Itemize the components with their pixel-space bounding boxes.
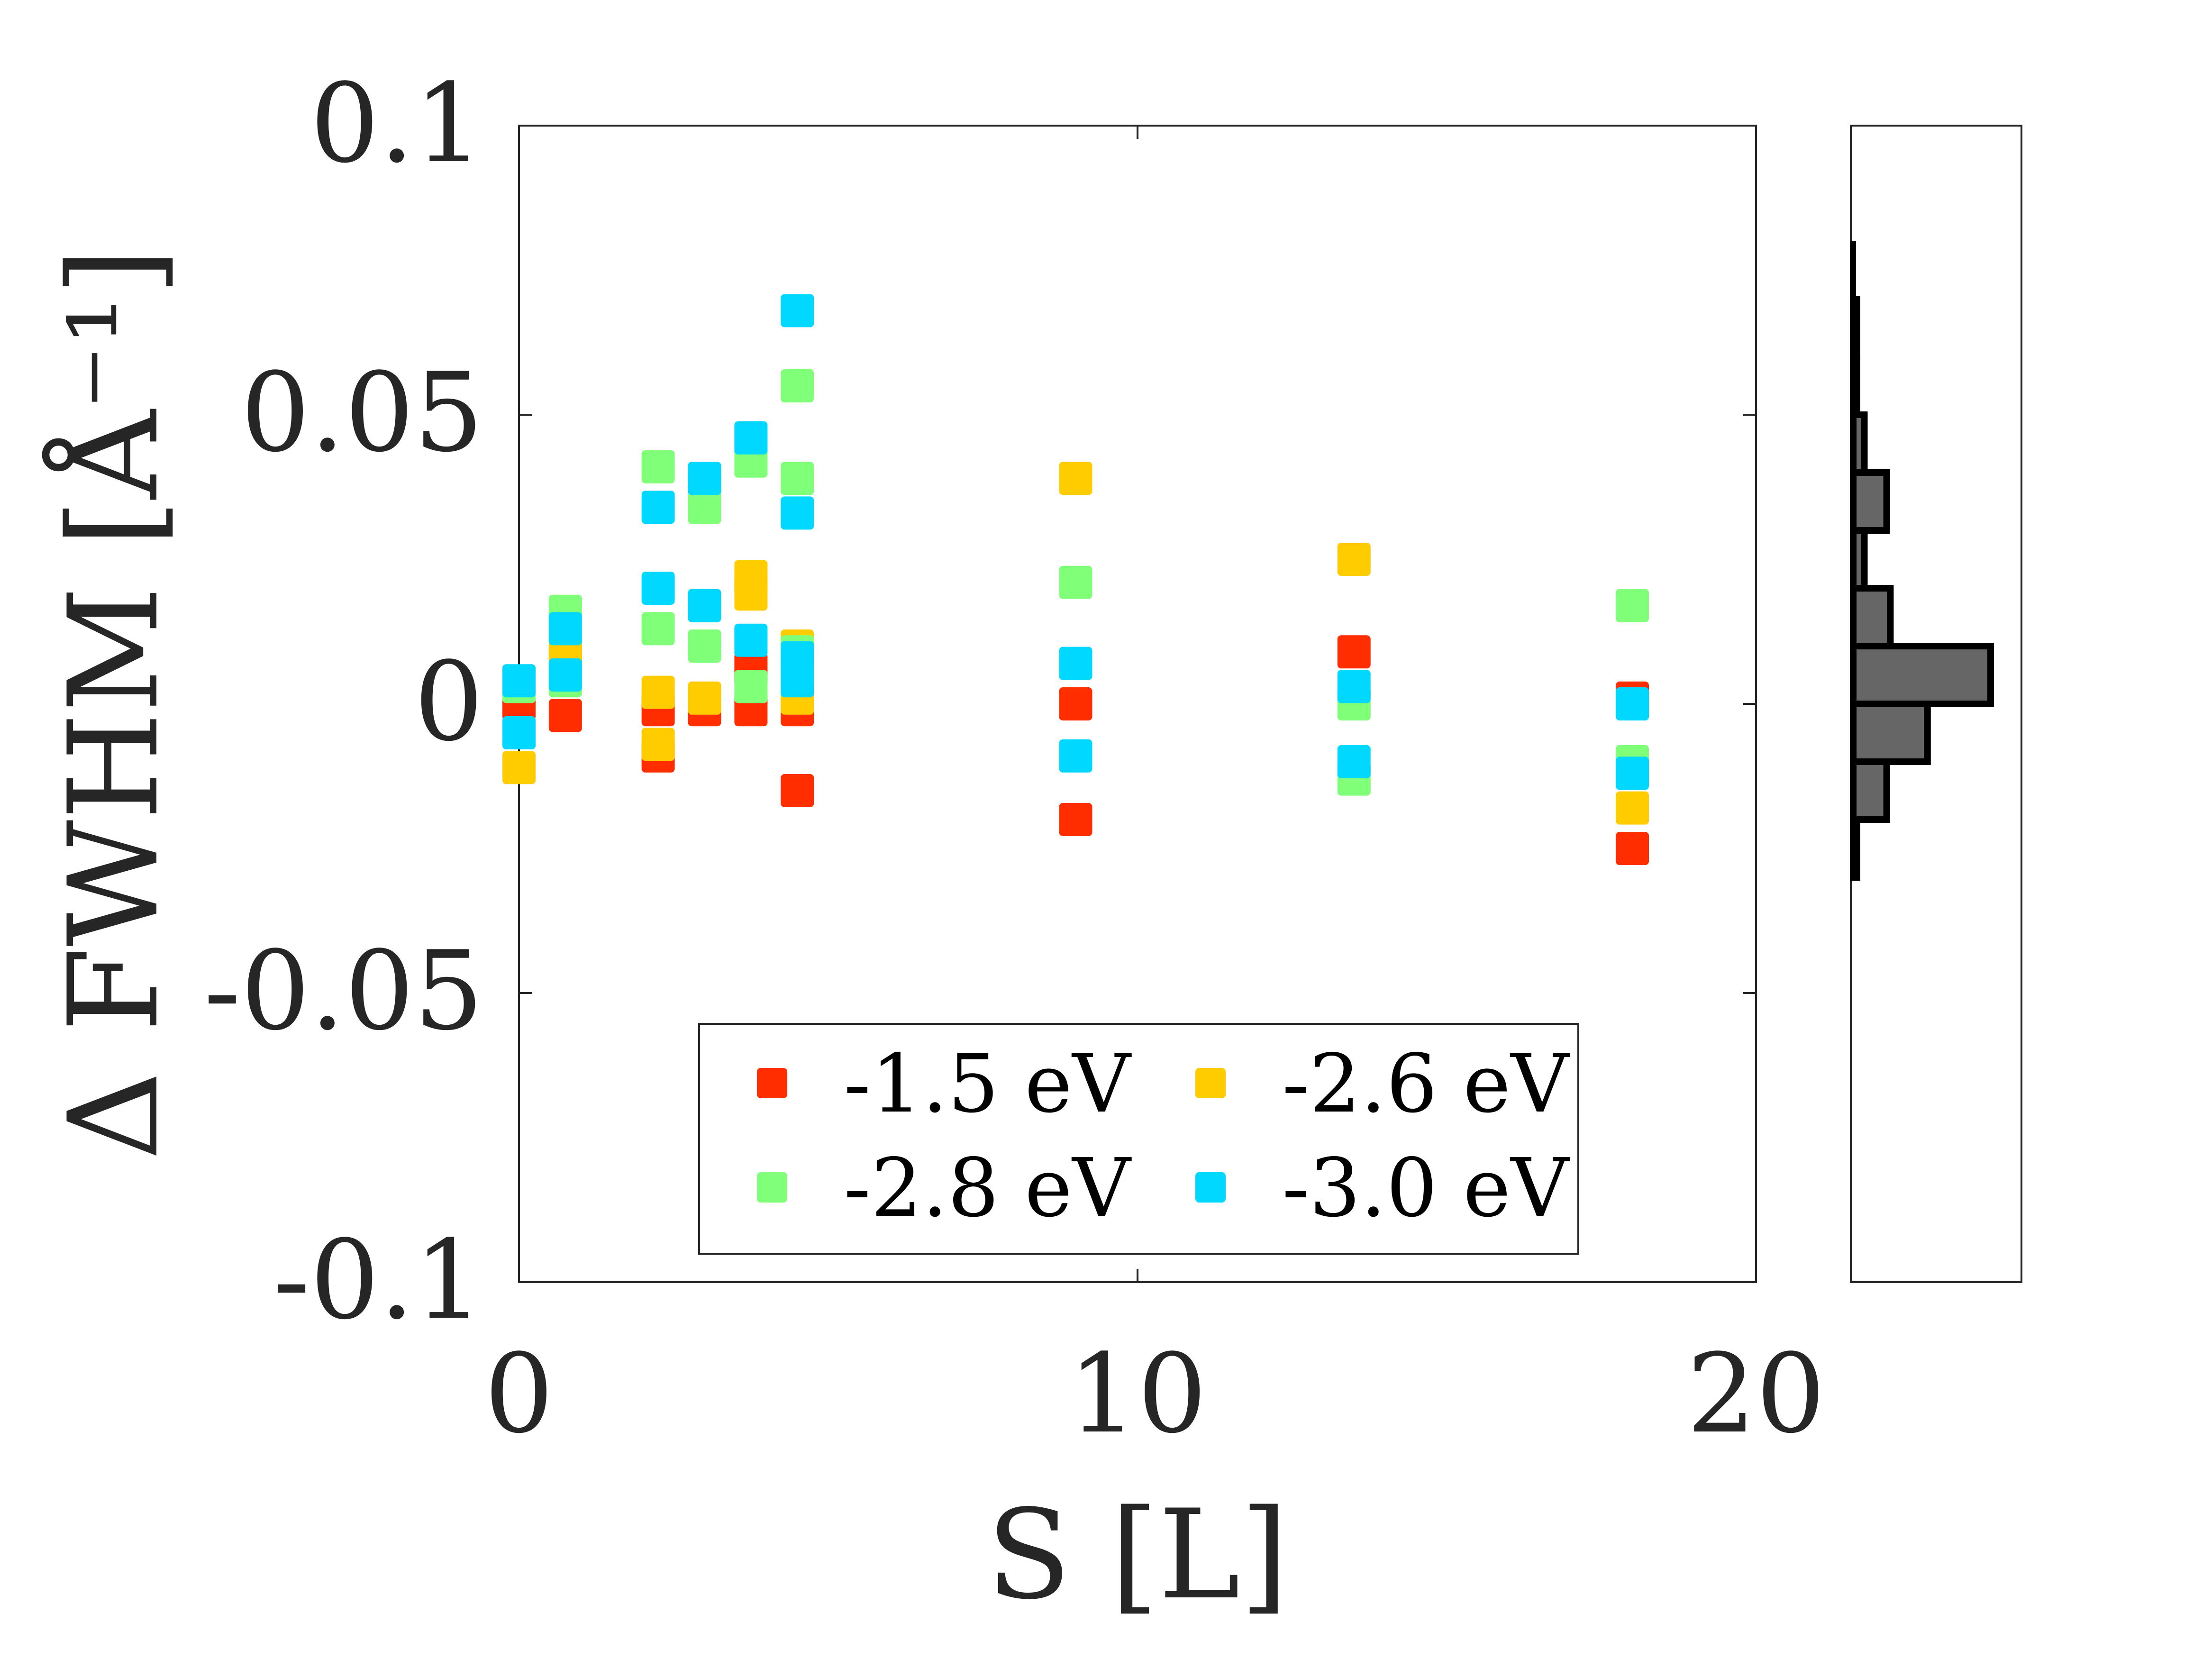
histogram-bar (1850, 643, 1994, 707)
x-axis-title: S [L] (987, 1484, 1288, 1627)
data-point (688, 462, 721, 495)
data-point (781, 294, 814, 328)
data-point (1337, 670, 1371, 703)
legend-entry: -2.6 eV (1195, 1037, 1570, 1131)
data-point (734, 623, 768, 657)
y-tick-label: -0.05 (204, 928, 483, 1055)
data-point (502, 716, 536, 749)
data-point (548, 612, 582, 646)
data-point (1616, 687, 1649, 720)
data-point (781, 369, 814, 402)
y-tick-label: 0.05 (241, 350, 483, 476)
histogram-bar (1850, 758, 1890, 823)
x-tick-label: 10 (1068, 1331, 1207, 1458)
legend-label: -3.0 eV (1282, 1141, 1570, 1235)
data-point (502, 751, 536, 784)
legend-swatch (757, 1172, 787, 1203)
legend-entry: -3.0 eV (1195, 1141, 1570, 1235)
data-point (781, 462, 814, 495)
data-point (688, 629, 721, 663)
data-point (688, 681, 721, 715)
legend-swatch (1195, 1068, 1226, 1098)
legend-label: -1.5 eV (844, 1037, 1132, 1131)
data-point (502, 664, 536, 698)
data-point (641, 675, 675, 709)
data-point (734, 577, 768, 611)
data-point (641, 728, 675, 761)
tick-marks (518, 125, 1757, 1283)
legend-entry: -2.8 eV (757, 1141, 1132, 1235)
legend-label: -2.8 eV (844, 1141, 1132, 1235)
data-point (1616, 832, 1649, 865)
data-point (781, 774, 814, 807)
data-point (688, 491, 721, 524)
data-point (1616, 589, 1649, 622)
y-tick-label: 0.1 (310, 61, 483, 187)
series-3 (502, 294, 1649, 790)
legend-swatch (757, 1068, 787, 1098)
data-point (1616, 791, 1649, 825)
legend-box (698, 1023, 1579, 1255)
x-tick-label: 20 (1687, 1331, 1826, 1458)
data-point (1059, 462, 1092, 495)
legend: -1.5 eV -2.6 eV -2.8 eV -3.0 eV (698, 1023, 1579, 1255)
data-point (734, 421, 768, 455)
y-tick-label: 0 (414, 639, 483, 766)
data-point (1059, 565, 1092, 599)
legend-entry: -1.5 eV (757, 1037, 1132, 1131)
data-points (502, 294, 1649, 865)
data-point (641, 450, 675, 483)
x-tick-label: 0 (484, 1331, 554, 1458)
legend-swatch (1195, 1172, 1226, 1203)
data-point (1059, 647, 1092, 680)
y-axis-title: Δ FWHM [Å⁻¹] (41, 247, 186, 1160)
histogram-bar (1850, 469, 1890, 534)
legend-label: -2.6 eV (1282, 1037, 1570, 1131)
data-point (1059, 687, 1092, 720)
data-point (688, 589, 721, 622)
data-point (1059, 739, 1092, 773)
data-point (548, 699, 582, 732)
data-point (641, 491, 675, 524)
data-point (641, 572, 675, 605)
data-point (781, 496, 814, 530)
data-point (1337, 745, 1371, 778)
data-point (1337, 635, 1371, 669)
y-tick-labels: 0.1 0.05 0 -0.05 -0.1 (204, 61, 483, 1344)
x-tick-labels: 0 10 20 (484, 1331, 1826, 1458)
data-point (781, 664, 814, 698)
data-point (641, 612, 675, 646)
data-point (734, 670, 768, 703)
histogram-bar (1850, 585, 1894, 649)
y-tick-label: -0.1 (273, 1217, 484, 1344)
side-histogram (1850, 125, 2022, 1283)
data-point (548, 658, 582, 692)
data-point (1337, 543, 1371, 576)
histogram-bar (1850, 701, 1931, 765)
data-point (1616, 757, 1649, 790)
data-point (1059, 803, 1092, 836)
